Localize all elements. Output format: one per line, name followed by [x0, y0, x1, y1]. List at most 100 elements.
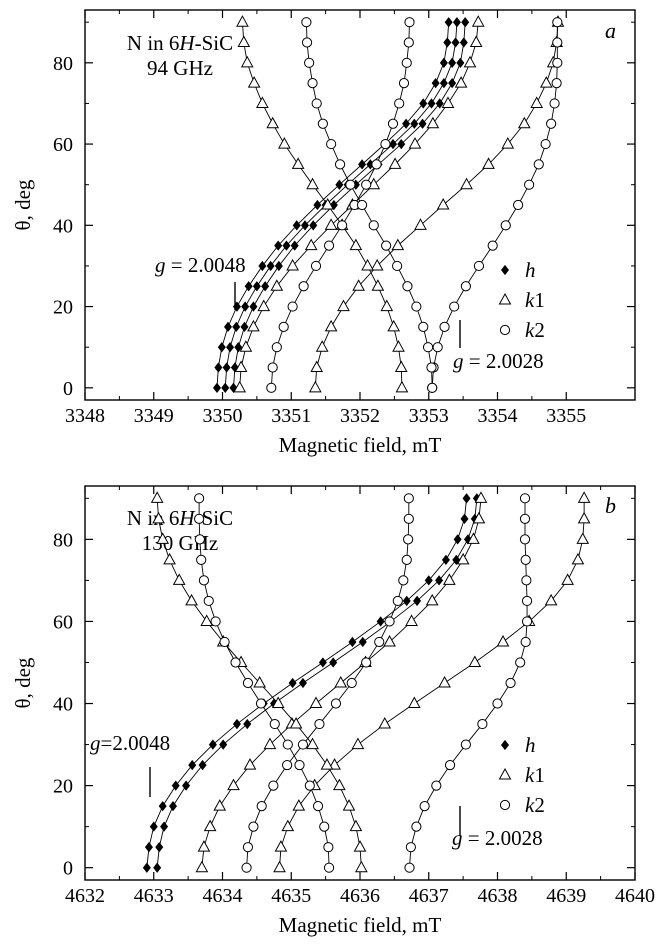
k1-point: [351, 737, 365, 750]
k2-point: [552, 57, 563, 68]
k1-point: [349, 819, 363, 832]
k2-point: [298, 281, 309, 292]
k2-point: [384, 616, 395, 627]
k1-point: [213, 799, 227, 811]
legend-k2-symbol: [499, 324, 511, 336]
k2-point: [515, 657, 526, 668]
k2-point: [255, 698, 267, 709]
h-point: [410, 118, 419, 129]
h-point: [266, 260, 275, 272]
k1-point: [152, 511, 165, 524]
h-point: [413, 595, 422, 607]
h-point: [274, 240, 283, 251]
h-point: [158, 800, 167, 812]
h-point: [160, 821, 169, 832]
h-point: [298, 677, 307, 689]
k1-point: [237, 35, 251, 47]
h-point: [309, 220, 318, 231]
k1-point: [306, 737, 319, 750]
k2-point: [419, 801, 430, 812]
h-point: [444, 17, 453, 28]
k2-point: [426, 362, 437, 373]
h-point: [402, 595, 411, 607]
x-tick-label: 4639: [546, 885, 586, 907]
legend: h k1 k2: [498, 258, 545, 342]
k1-point: [247, 76, 261, 88]
h-point: [198, 759, 207, 771]
h-point: [221, 382, 230, 393]
h-point: [397, 138, 406, 150]
k2-point: [411, 821, 422, 832]
series-k2-line-2: [404, 493, 533, 873]
g-value-label-right: g = 2.0028: [453, 349, 544, 373]
sample-label: N in 6H-SiC: [127, 506, 233, 530]
h-point: [149, 821, 158, 832]
legend-k2-label: k2: [525, 318, 545, 342]
k2-point: [311, 98, 322, 109]
g-value-label-left: g = 2.0048: [155, 253, 246, 277]
h-point: [435, 98, 444, 109]
series-k2-line-1: [266, 17, 415, 393]
h-point: [456, 57, 465, 68]
g-value-label-left: g=2.0048: [90, 731, 170, 755]
h-point: [418, 118, 427, 129]
k1-point: [292, 799, 306, 811]
k1-point: [349, 238, 363, 251]
k1-point: [388, 157, 402, 169]
h-point: [439, 57, 448, 68]
k2-point: [297, 739, 309, 750]
h-point: [462, 493, 471, 504]
k2-point: [444, 759, 456, 771]
series-k1-line-2: [308, 15, 565, 393]
h-point: [208, 739, 217, 750]
y-tick-label: 80: [53, 53, 73, 75]
k2-point: [432, 342, 443, 353]
y-tick-label: 0: [63, 378, 73, 400]
h-point: [358, 159, 367, 170]
y-tick-label: 20: [53, 776, 73, 798]
legend-k1-symbol: [498, 292, 512, 305]
chart-panel-a: 3348 3349 3350 3351 3352 3353 3354 3355 0 20 40 60 8…: [11, 9, 636, 457]
k1-point: [576, 532, 590, 544]
legend-h-symbol: [500, 739, 510, 751]
k1-point: [425, 593, 439, 606]
k2-point: [533, 159, 544, 170]
k1-point: [501, 137, 515, 149]
h-point: [249, 301, 258, 312]
h-point: [427, 98, 436, 109]
x-tick-label: 3351: [271, 405, 311, 427]
k1-point: [441, 96, 455, 108]
k2-point: [374, 636, 385, 648]
k1-point: [185, 593, 198, 606]
k1-point: [256, 96, 269, 108]
k1-point: [321, 197, 335, 210]
h-point: [223, 321, 233, 333]
k1-point: [387, 319, 401, 332]
h-point: [335, 179, 344, 190]
h-point: [212, 382, 222, 393]
k2-point: [319, 821, 330, 832]
k2-point: [345, 179, 356, 190]
k2-point: [282, 739, 293, 750]
series-h-line-1: [212, 17, 453, 393]
k2-point: [266, 382, 277, 393]
legend-h-label: h: [525, 258, 536, 282]
x-tick-label: 3350: [203, 405, 243, 427]
g-value-label-right: g = 2.0028: [452, 826, 543, 850]
k2-point: [422, 342, 434, 353]
k2-point: [460, 739, 471, 750]
k2-point: [304, 57, 315, 68]
series-k1-line-1: [195, 491, 488, 873]
h-point: [168, 800, 178, 812]
k2-point: [337, 220, 348, 231]
k1-point: [454, 76, 468, 88]
h-point: [290, 240, 299, 251]
panel-letter: b: [605, 493, 616, 518]
k2-point: [194, 513, 205, 524]
h-point: [222, 362, 231, 373]
h-point: [460, 513, 469, 524]
y-tick-label: 0: [63, 858, 73, 880]
k1-point: [471, 15, 485, 27]
x-tick-label: 4636: [340, 885, 380, 907]
k2-point: [492, 698, 503, 709]
